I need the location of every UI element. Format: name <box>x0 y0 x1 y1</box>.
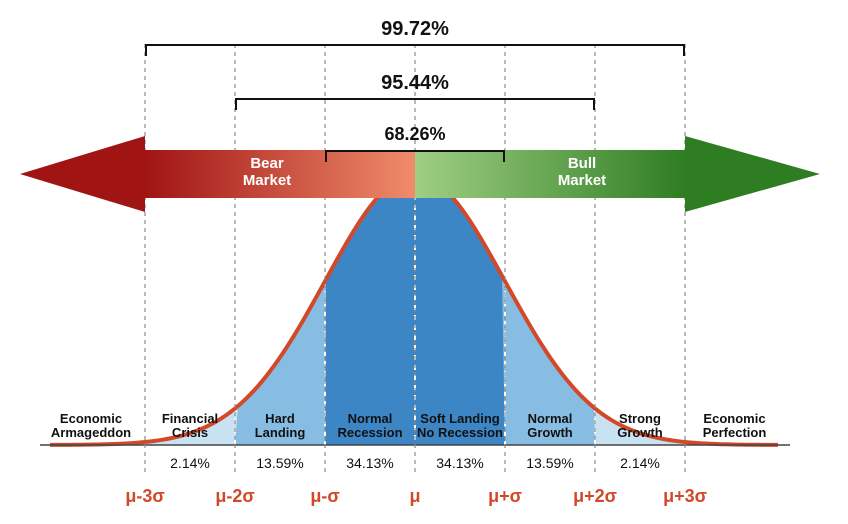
bull-market-label: Bull Market <box>532 156 632 189</box>
region-label: Financial Crisis <box>162 412 218 439</box>
bracket-label: 68.26% <box>384 124 445 145</box>
region-label: Normal Growth <box>527 412 573 439</box>
sigma-label: μ+3σ <box>663 486 707 507</box>
region-label: Economic Armageddon <box>51 412 131 439</box>
segment-pct: 2.14% <box>170 455 210 471</box>
region-label: Strong Growth <box>617 412 663 439</box>
bear-market-label: Bear Market <box>217 156 317 189</box>
segment-pct: 2.14% <box>620 455 660 471</box>
sigma-label: μ+σ <box>488 486 522 507</box>
bracket-label: 95.44% <box>381 72 449 95</box>
sigma-label: μ-2σ <box>215 486 254 507</box>
bracket-label: 99.72% <box>381 18 449 41</box>
segment-pct: 34.13% <box>346 455 393 471</box>
segment-pct: 13.59% <box>256 455 303 471</box>
segment-pct: 34.13% <box>436 455 483 471</box>
bracket-line <box>145 44 685 54</box>
bracket-line <box>325 150 505 160</box>
region-label: Economic Perfection <box>703 412 767 439</box>
sigma-label: μ-σ <box>310 486 339 507</box>
sigma-label: μ-3σ <box>125 486 164 507</box>
segment-pct: 13.59% <box>526 455 573 471</box>
sigma-label: μ+2σ <box>573 486 617 507</box>
sigma-label: μ <box>409 486 420 507</box>
region-label: Normal Recession <box>337 412 402 439</box>
region-label: Soft Landing No Recession <box>417 412 503 439</box>
bracket-line <box>235 98 595 108</box>
region-label: Hard Landing <box>255 412 306 439</box>
